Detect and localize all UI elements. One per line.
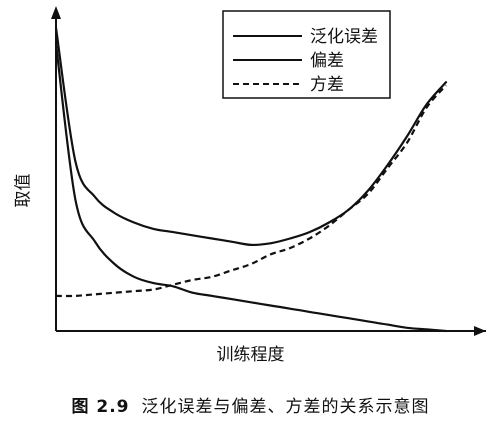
axes — [51, 6, 486, 336]
y-axis-label: 取值 — [6, 160, 36, 220]
series-line-3 — [55, 84, 447, 298]
legend-label-2: 偏差 — [310, 51, 344, 71]
figure-caption: 图 2.9 泛化误差与偏差、方差的关系示意图 — [0, 392, 501, 417]
caption-text: 泛化误差与偏差、方差的关系示意图 — [141, 397, 430, 417]
x-axis-label: 训练程度 — [216, 345, 285, 365]
legend-label-3: 方差 — [310, 75, 344, 95]
series-line-2 — [54, 42, 448, 333]
x-axis-arrow — [474, 326, 486, 336]
y-axis-arrow — [51, 6, 61, 19]
y-axis-label-text: 取值 — [13, 173, 34, 207]
legend-box — [222, 10, 391, 99]
series-layer — [54, 26, 448, 333]
figure-number: 图 2.9 — [71, 397, 130, 417]
legend-label-1: 泛化误差 — [310, 27, 378, 47]
series-line-1 — [54, 26, 448, 247]
